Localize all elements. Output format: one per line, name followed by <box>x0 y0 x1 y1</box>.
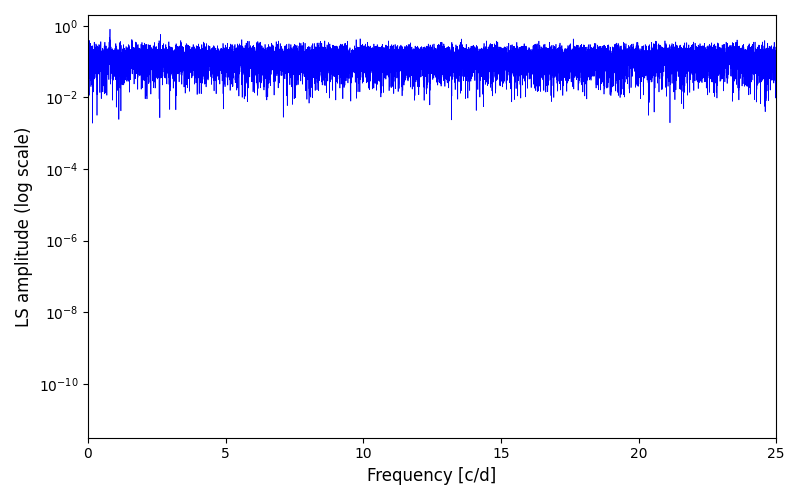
Y-axis label: LS amplitude (log scale): LS amplitude (log scale) <box>15 126 33 326</box>
X-axis label: Frequency [c/d]: Frequency [c/d] <box>367 467 497 485</box>
